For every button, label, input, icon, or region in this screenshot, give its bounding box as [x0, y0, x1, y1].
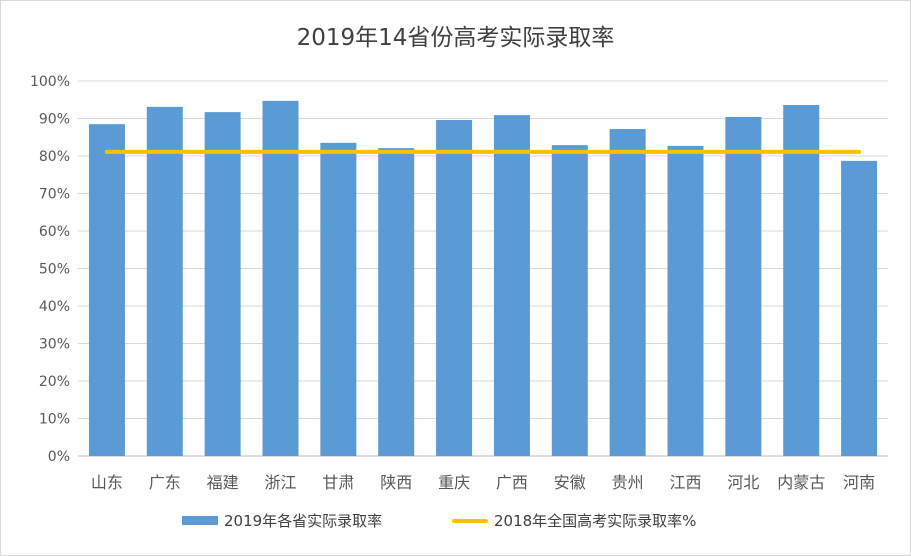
bar — [204, 112, 241, 456]
x-tick-label: 重庆 — [438, 473, 470, 492]
bar — [262, 100, 299, 456]
legend-swatch-bar — [182, 516, 218, 525]
bar — [88, 124, 125, 456]
y-tick-label: 10% — [39, 412, 70, 428]
y-tick-label: 0% — [48, 449, 70, 465]
legend-item-bar: 2019年各省实际录取率 — [182, 510, 382, 531]
x-tick-label: 广西 — [496, 473, 528, 492]
legend-item-line: 2018年全国高考实际录取率% — [452, 510, 696, 531]
legend-swatch-line — [452, 518, 488, 523]
y-tick-label: 50% — [39, 262, 70, 278]
x-tick-label: 广东 — [149, 473, 181, 492]
bar — [436, 120, 473, 456]
legend-label-bar: 2019年各省实际录取率 — [224, 512, 383, 530]
bar — [493, 115, 530, 456]
x-tick-label: 陕西 — [380, 473, 412, 492]
x-tick-label: 甘肃 — [322, 473, 354, 492]
y-tick-label: 100% — [30, 74, 70, 90]
x-tick-label: 浙江 — [264, 473, 296, 492]
y-tick-label: 80% — [39, 149, 70, 165]
y-tick-label: 30% — [39, 337, 70, 353]
chart-title: 2019年14省份高考实际录取率 — [296, 25, 615, 51]
x-tick-label: 河南 — [843, 473, 875, 492]
bar — [146, 106, 183, 456]
y-tick-label: 70% — [39, 187, 70, 203]
bar — [841, 160, 878, 456]
x-tick-label: 江西 — [669, 473, 701, 492]
bar — [320, 142, 357, 456]
x-tick-label: 安徽 — [554, 473, 586, 492]
legend-label-line: 2018年全国高考实际录取率% — [494, 512, 697, 530]
x-tick-label: 山东 — [91, 473, 123, 492]
bar — [551, 145, 588, 456]
x-tick-label: 内蒙古 — [777, 473, 825, 492]
x-tick-label: 贵州 — [612, 473, 644, 492]
y-tick-label: 60% — [39, 224, 70, 240]
x-tick-label: 河北 — [727, 473, 759, 492]
y-tick-label: 40% — [39, 299, 70, 315]
bar — [667, 145, 704, 456]
bar — [783, 105, 820, 456]
y-tick-label: 20% — [39, 374, 70, 390]
y-tick-label: 90% — [39, 112, 70, 128]
bar — [609, 129, 646, 456]
bar — [725, 117, 762, 456]
x-tick-label: 福建 — [207, 473, 239, 492]
bar — [378, 148, 415, 456]
